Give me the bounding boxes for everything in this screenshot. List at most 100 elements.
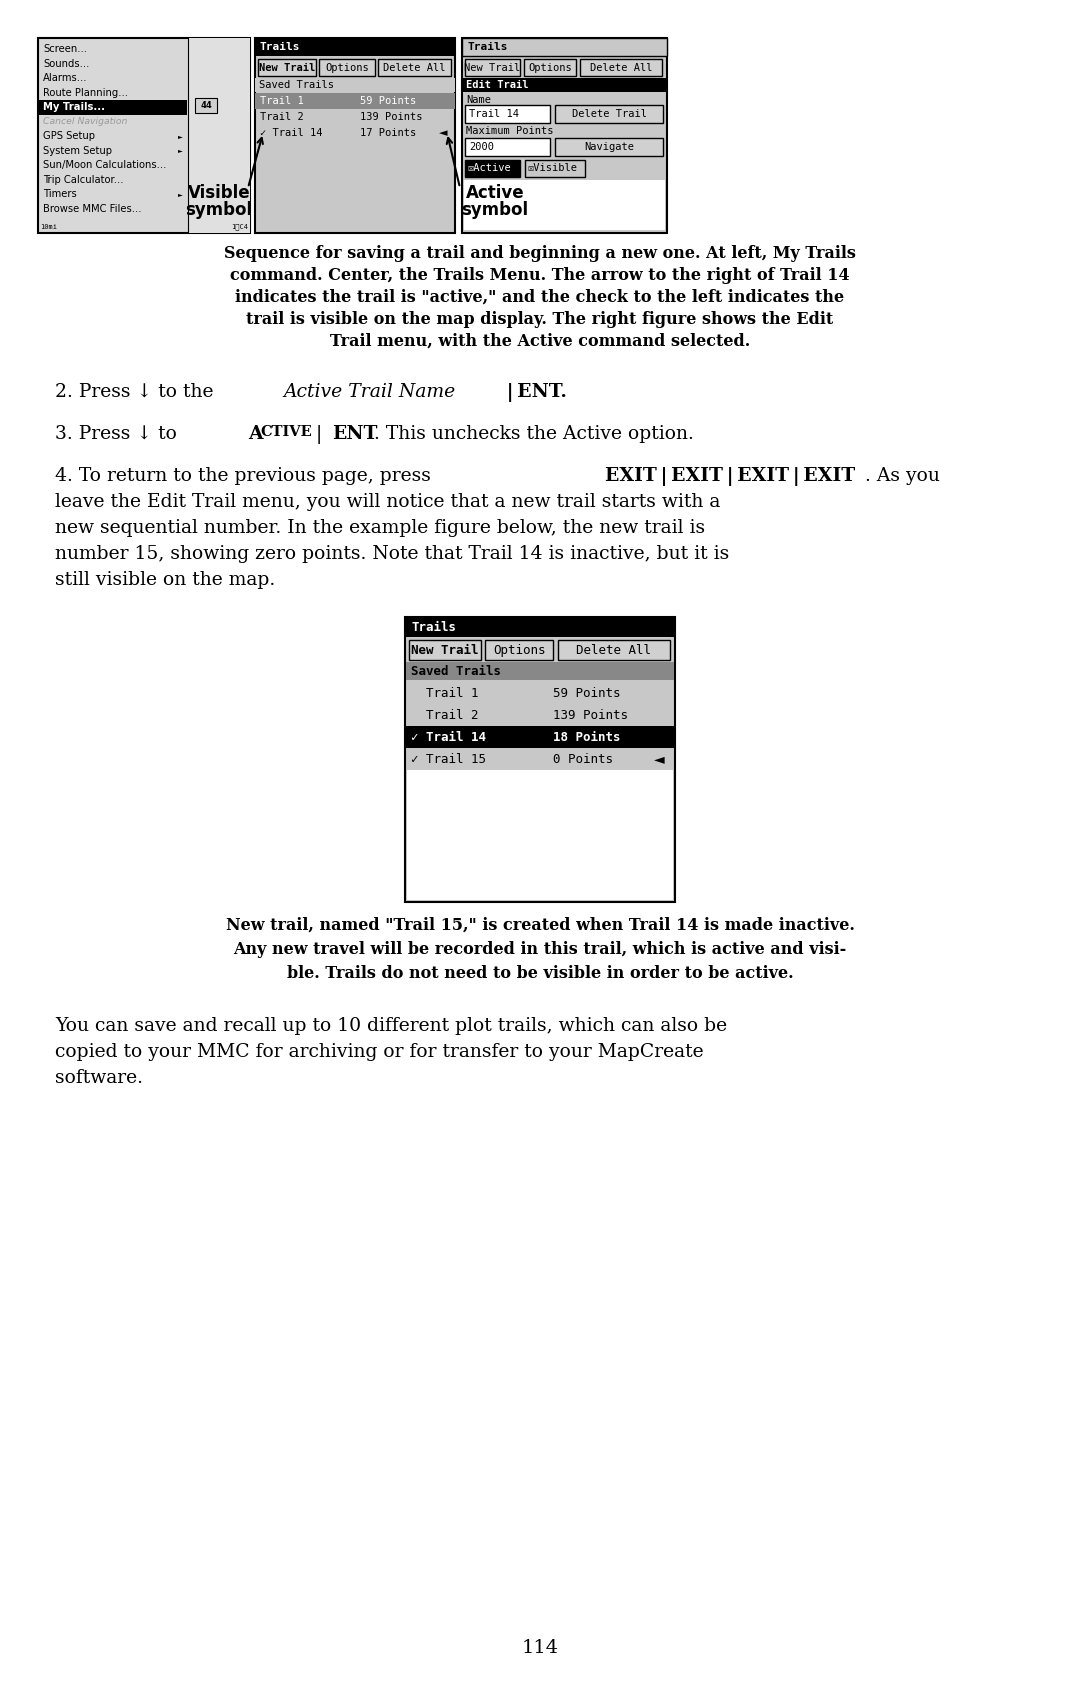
Text: ◄: ◄ <box>438 128 447 138</box>
Text: Sounds...: Sounds... <box>43 59 90 69</box>
Text: 1⁄C4: 1⁄C4 <box>231 224 248 230</box>
Text: . This unchecks the Active option.: . This unchecks the Active option. <box>374 426 693 442</box>
Text: Maximum Points: Maximum Points <box>465 126 554 136</box>
Bar <box>525 160 585 177</box>
Bar <box>255 93 455 109</box>
Text: New trail, named "Trail 15," is created when Trail 14 is made inactive.: New trail, named "Trail 15," is created … <box>226 917 854 934</box>
Text: 114: 114 <box>522 1638 558 1657</box>
Text: Trail 1: Trail 1 <box>411 686 478 700</box>
Text: ☒Active: ☒Active <box>467 163 511 173</box>
Text: Delete All: Delete All <box>383 62 446 72</box>
Text: Alarms...: Alarms... <box>43 74 87 82</box>
Text: number 15, showing zero points. Note that Trail 14 is inactive, but it is: number 15, showing zero points. Note tha… <box>55 545 729 563</box>
Text: New Trail: New Trail <box>411 644 478 656</box>
Text: Saved Trails: Saved Trails <box>411 664 501 678</box>
Bar <box>465 160 519 177</box>
Bar <box>555 138 663 156</box>
Bar <box>188 39 249 234</box>
Text: | ENT.: | ENT. <box>503 383 567 402</box>
Text: Sun/Moon Calculations...: Sun/Moon Calculations... <box>43 160 166 170</box>
Text: Trip Calculator...: Trip Calculator... <box>43 175 123 185</box>
Text: new sequential number. In the example figure below, the new trail is: new sequential number. In the example fi… <box>55 520 705 537</box>
Text: leave the Edit Trail menu, you will notice that a new trail starts with a: leave the Edit Trail menu, you will noti… <box>55 493 720 511</box>
Text: 4. To return to the previous page, press: 4. To return to the previous page, press <box>55 468 437 484</box>
Text: ✓ Trail 14: ✓ Trail 14 <box>260 128 323 138</box>
Bar <box>255 39 455 234</box>
Text: Browse MMC Files...: Browse MMC Files... <box>43 204 141 214</box>
Bar <box>462 77 667 93</box>
Bar <box>407 770 673 900</box>
Text: Options: Options <box>528 62 572 72</box>
Text: You can save and recall up to 10 different plot trails, which can also be: You can save and recall up to 10 differe… <box>55 1018 727 1034</box>
Text: Timers: Timers <box>43 190 77 198</box>
Text: 139 Points: 139 Points <box>553 708 627 722</box>
Bar <box>319 59 375 76</box>
Text: Trail 1: Trail 1 <box>260 96 303 106</box>
Bar <box>406 727 674 748</box>
Text: 44: 44 <box>200 101 212 109</box>
Text: GPS Setup: GPS Setup <box>43 131 95 141</box>
Text: indicates the trail is "active," and the check to the left indicates the: indicates the trail is "active," and the… <box>235 289 845 306</box>
Bar <box>378 59 451 76</box>
Bar <box>555 104 663 123</box>
Text: Delete Trail: Delete Trail <box>571 109 647 119</box>
Text: Any new travel will be recorded in this trail, which is active and visi-: Any new travel will be recorded in this … <box>233 940 847 959</box>
Text: Active: Active <box>465 183 524 202</box>
Bar <box>465 59 519 76</box>
Bar <box>255 39 455 56</box>
Text: Trails: Trails <box>260 42 300 52</box>
Text: copied to your MMC for archiving or for transfer to your MapCreate: copied to your MMC for archiving or for … <box>55 1043 704 1061</box>
Text: ►: ► <box>178 192 183 197</box>
Bar <box>258 59 316 76</box>
Text: ble. Trails do not need to be visible in order to be active.: ble. Trails do not need to be visible in… <box>286 965 794 982</box>
Bar <box>405 617 675 902</box>
Bar <box>465 104 550 123</box>
Text: Delete All: Delete All <box>577 644 651 656</box>
Text: 2. Press ↓ to the: 2. Press ↓ to the <box>55 383 219 400</box>
Text: 2000: 2000 <box>469 141 494 151</box>
Text: Saved Trails: Saved Trails <box>259 81 334 91</box>
Bar <box>462 39 667 56</box>
Text: Trails: Trails <box>467 42 508 52</box>
Text: System Setup: System Setup <box>43 146 112 156</box>
Text: CTIVE: CTIVE <box>260 426 312 439</box>
Text: Cancel Navigation: Cancel Navigation <box>43 118 127 126</box>
Text: 59 Points: 59 Points <box>553 686 621 700</box>
Text: Screen...: Screen... <box>43 44 87 54</box>
Text: |: | <box>310 426 328 444</box>
Text: ►: ► <box>178 135 183 138</box>
Bar <box>405 617 675 637</box>
Text: EXIT | EXIT | EXIT | EXIT: EXIT | EXIT | EXIT | EXIT <box>605 468 855 486</box>
Text: Visible: Visible <box>188 183 251 202</box>
Bar <box>558 639 670 659</box>
Text: ✓ Trail 14: ✓ Trail 14 <box>411 730 486 743</box>
Text: ☒Visible: ☒Visible <box>527 163 577 173</box>
Bar <box>580 59 662 76</box>
Bar <box>465 138 550 156</box>
Text: 3. Press ↓ to: 3. Press ↓ to <box>55 426 183 442</box>
Text: Trails: Trails <box>411 621 456 634</box>
Text: Trail 2: Trail 2 <box>260 113 303 123</box>
Text: symbol: symbol <box>461 202 528 219</box>
Text: Active Trail Name: Active Trail Name <box>283 383 456 400</box>
Text: 139 Points: 139 Points <box>360 113 422 123</box>
Text: 17 Points: 17 Points <box>360 128 416 138</box>
Text: Route Planning...: Route Planning... <box>43 87 129 98</box>
Text: Options: Options <box>492 644 545 656</box>
Text: New Trail: New Trail <box>259 62 315 72</box>
Text: still visible on the map.: still visible on the map. <box>55 570 275 589</box>
Text: trail is visible on the map display. The right figure shows the Edit: trail is visible on the map display. The… <box>246 311 834 328</box>
Text: Delete All: Delete All <box>590 62 652 72</box>
Text: 0 Points: 0 Points <box>553 752 613 765</box>
Text: ✓ Trail 15: ✓ Trail 15 <box>411 752 486 765</box>
Bar <box>38 39 249 234</box>
Text: A: A <box>248 426 262 442</box>
Bar <box>485 639 553 659</box>
Text: Name: Name <box>465 94 491 104</box>
Text: 18 Points: 18 Points <box>553 730 621 743</box>
Text: Trail 2: Trail 2 <box>411 708 478 722</box>
Bar <box>39 99 187 114</box>
Text: New Trail: New Trail <box>464 62 521 72</box>
Bar <box>195 98 217 113</box>
Bar <box>524 59 576 76</box>
